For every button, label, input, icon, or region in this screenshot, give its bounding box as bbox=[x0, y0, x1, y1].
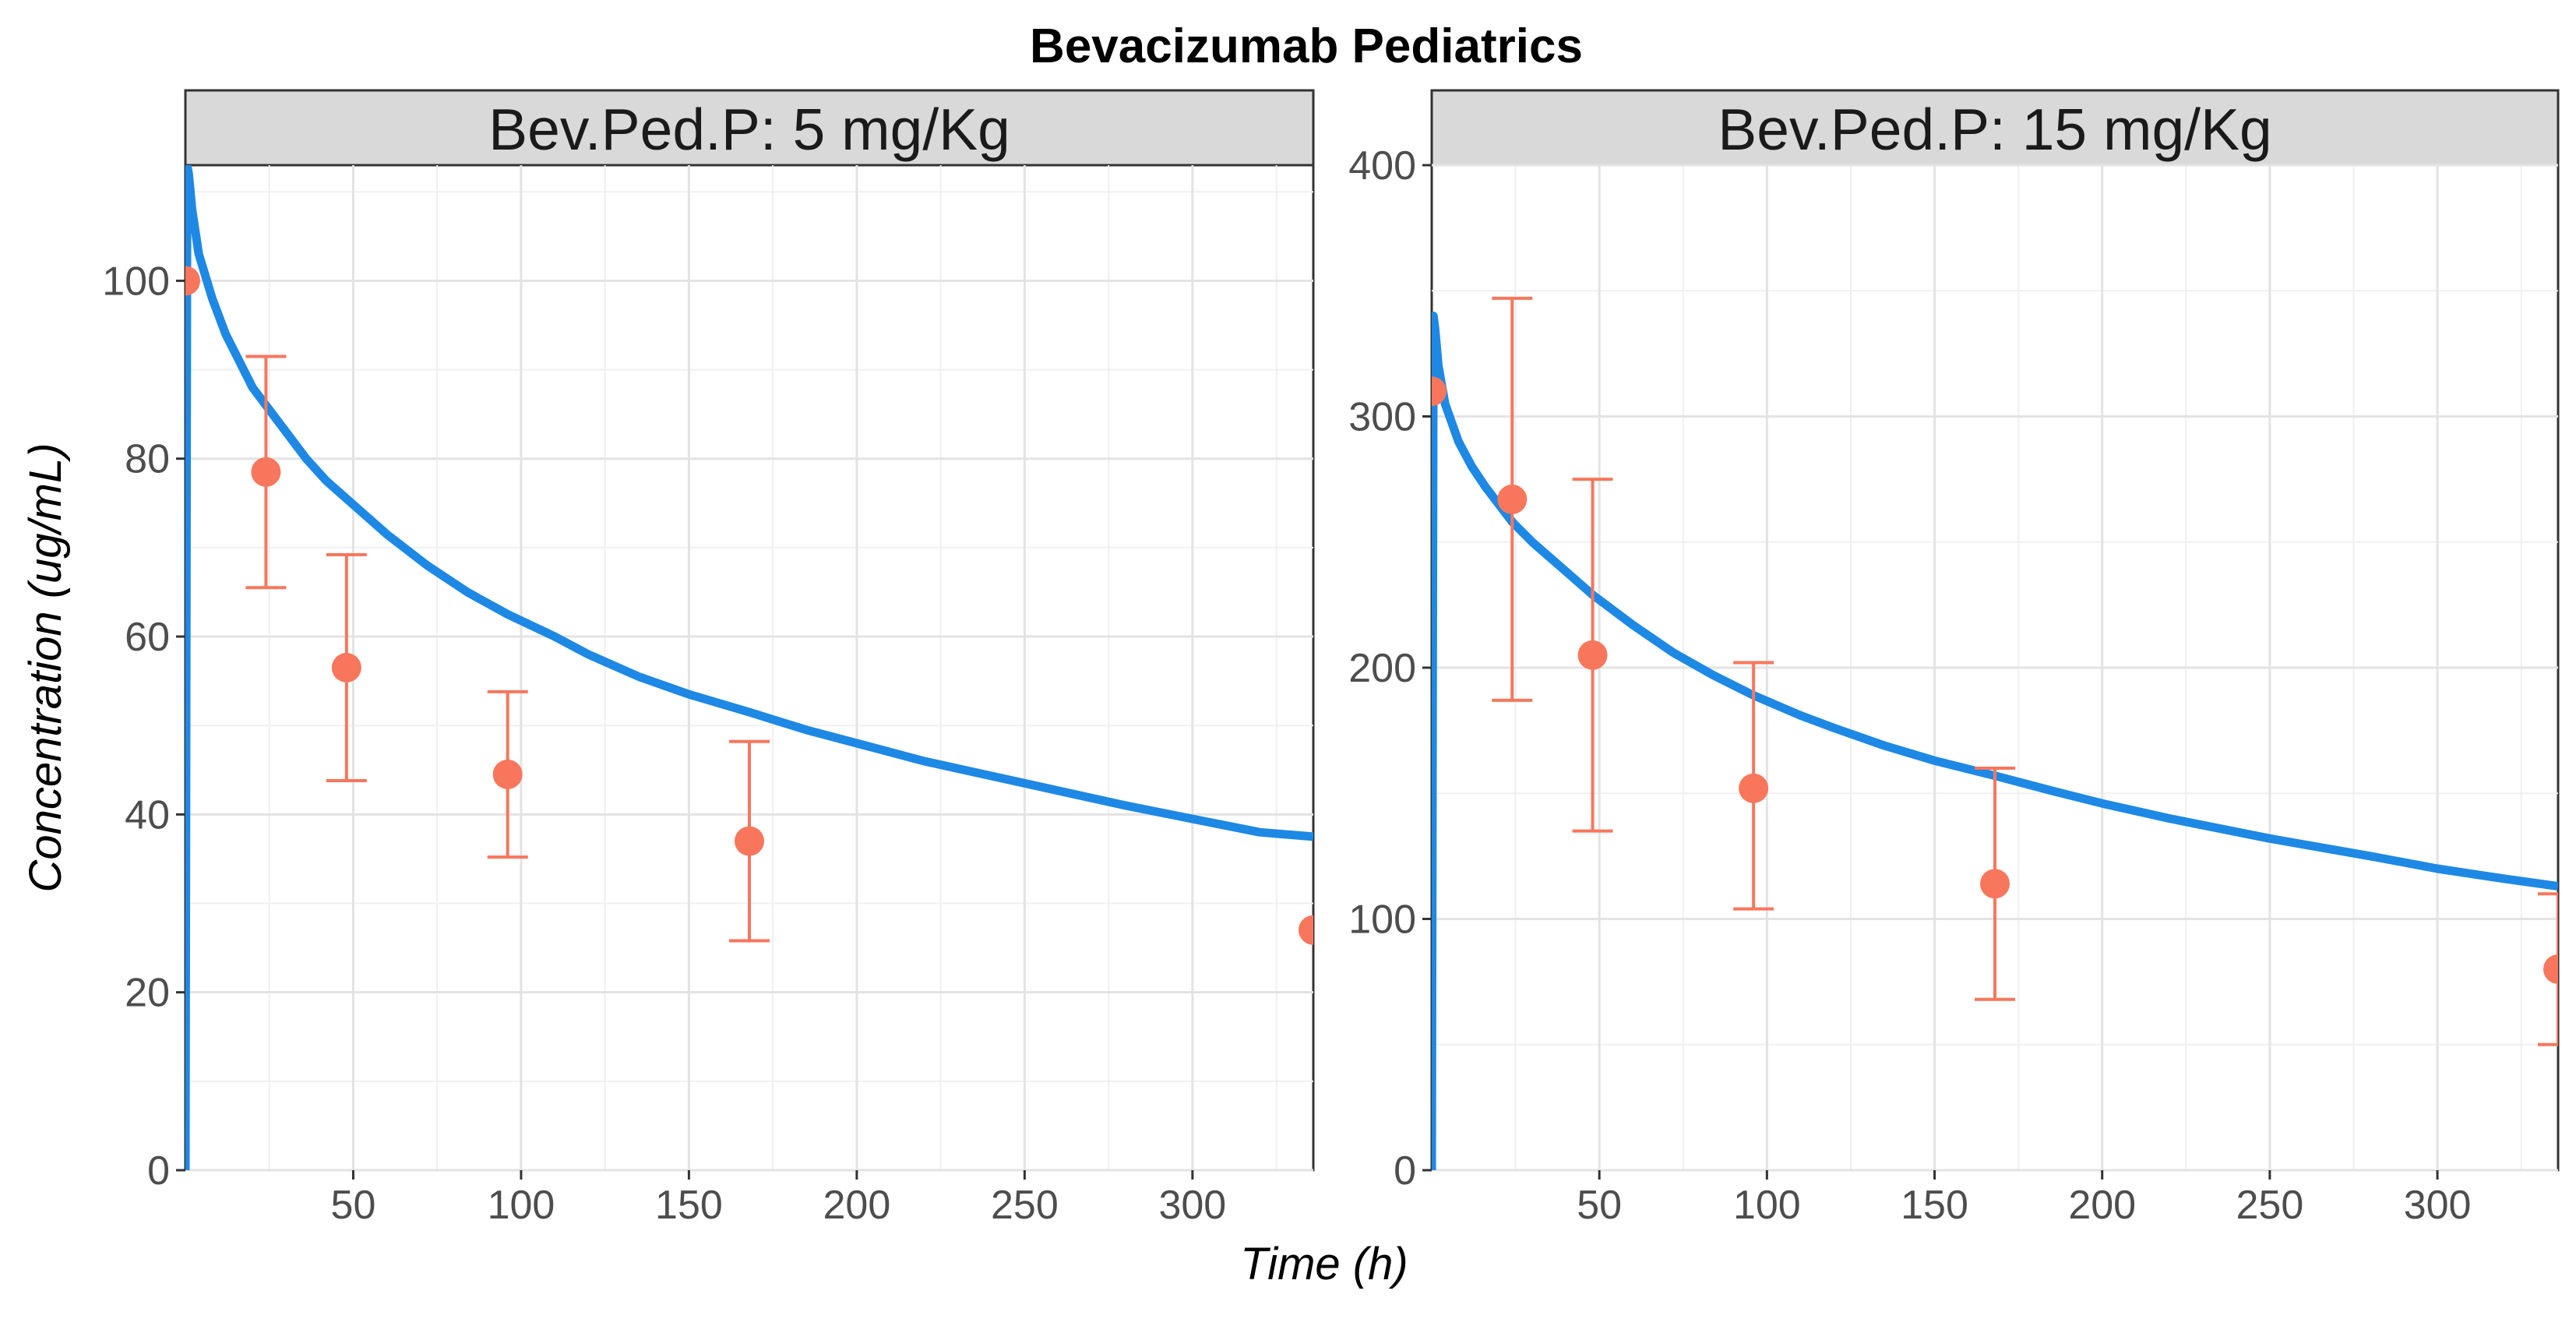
y-axis-label: Concentration (ug/mL) bbox=[20, 443, 71, 892]
observed-point bbox=[185, 266, 200, 296]
panel-5-mg-kg: Bev.Ped.P: 5 mg/Kg 0 20 40 60 80 100 50 100 150… bbox=[102, 89, 1315, 1228]
strip-background bbox=[184, 89, 1315, 167]
y-tick-label: 400 bbox=[1348, 143, 1416, 189]
observed-point bbox=[1577, 640, 1608, 670]
x-tick-label: 300 bbox=[2404, 1183, 2472, 1228]
observed-point bbox=[2543, 954, 2558, 984]
x-tick-label: 50 bbox=[1577, 1183, 1622, 1228]
observed-point bbox=[1739, 773, 1769, 803]
chart-title: Bevacizumab Pediatrics bbox=[1030, 19, 1583, 73]
x-tick-label: 300 bbox=[1158, 1183, 1226, 1228]
y-tick-label: 0 bbox=[1394, 1148, 1416, 1194]
panel-15-mg-kg: Bev.Ped.P: 15 mg/Kg 0 100 200 300 400 50 100 1… bbox=[1348, 89, 2560, 1228]
x-axis-label: Time (h) bbox=[1240, 1239, 1408, 1289]
y-tick-label: 20 bbox=[125, 971, 170, 1016]
minor-gridlines bbox=[185, 165, 1313, 1170]
y-tick-labels: 0 20 40 60 80 100 bbox=[102, 259, 185, 1194]
x-tick-label: 250 bbox=[2236, 1183, 2304, 1228]
strip-label: Bev.Ped.P: 5 mg/Kg bbox=[488, 97, 1010, 162]
y-tick-label: 0 bbox=[147, 1148, 170, 1194]
y-tick-label: 80 bbox=[125, 437, 170, 482]
model-curve bbox=[185, 165, 1313, 1170]
x-tick-label: 200 bbox=[823, 1183, 891, 1228]
x-tick-labels: 50 100 150 200 250 300 bbox=[331, 1170, 1226, 1228]
observed-point bbox=[735, 826, 764, 856]
observed-point bbox=[492, 759, 523, 789]
x-tick-label: 100 bbox=[488, 1183, 555, 1228]
model-curve bbox=[1432, 312, 2558, 1170]
strip-background bbox=[1430, 89, 2560, 167]
y-tick-label: 200 bbox=[1348, 646, 1416, 691]
y-tick-label: 300 bbox=[1348, 395, 1416, 440]
observed-point bbox=[1432, 376, 1447, 407]
y-tick-labels: 0 100 200 300 400 bbox=[1348, 143, 1432, 1194]
y-tick-label: 40 bbox=[125, 792, 170, 838]
observed-point bbox=[251, 457, 281, 487]
x-tick-labels: 50 100 150 200 250 300 bbox=[1577, 1170, 2471, 1228]
plot-area bbox=[1432, 296, 2558, 1170]
y-tick-label: 100 bbox=[102, 259, 170, 304]
observed-point bbox=[331, 653, 361, 682]
x-tick-label: 150 bbox=[1901, 1183, 1968, 1228]
x-tick-label: 200 bbox=[2068, 1183, 2136, 1228]
x-tick-label: 150 bbox=[655, 1183, 723, 1228]
panel-background bbox=[184, 164, 1315, 1172]
observed-point bbox=[1497, 484, 1528, 514]
y-tick-label: 100 bbox=[1348, 898, 1416, 943]
observed-point bbox=[1980, 869, 2010, 899]
y-tick-label: 60 bbox=[125, 615, 170, 660]
x-tick-label: 50 bbox=[331, 1183, 376, 1228]
x-tick-label: 250 bbox=[991, 1183, 1059, 1228]
strip-label: Bev.Ped.P: 15 mg/Kg bbox=[1718, 97, 2272, 162]
x-tick-label: 100 bbox=[1733, 1183, 1801, 1228]
plot-area bbox=[185, 165, 1313, 1170]
observed-point bbox=[1299, 915, 1313, 945]
